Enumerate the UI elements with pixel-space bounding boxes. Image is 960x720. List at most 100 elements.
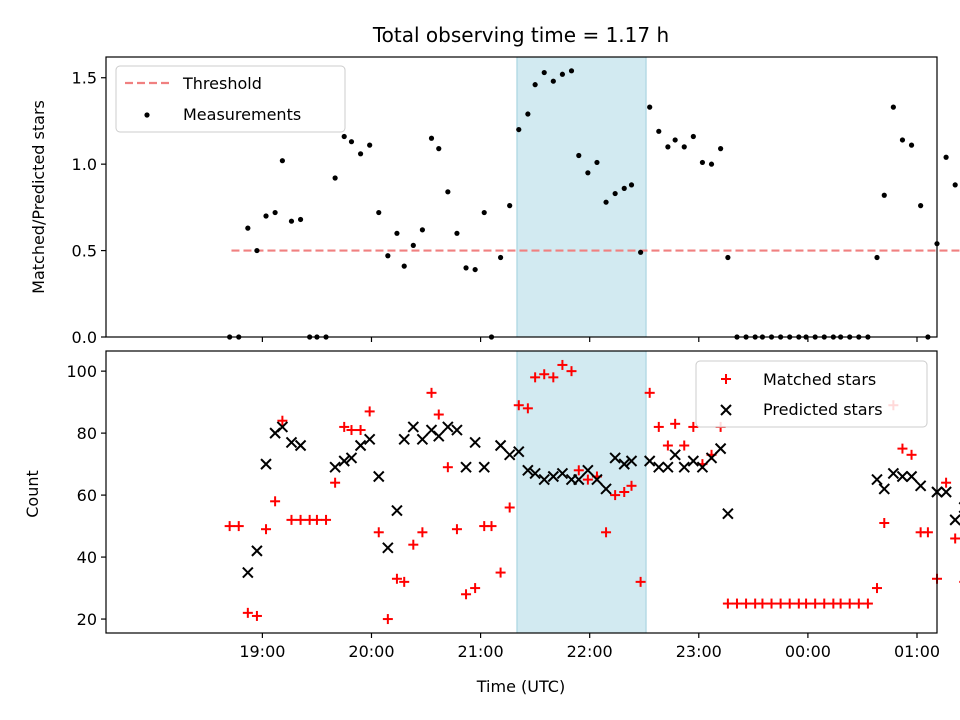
predicted-star-point [433, 430, 445, 442]
measurement-point [681, 144, 687, 150]
measurement-point [943, 154, 949, 160]
predicted-star-point [416, 433, 429, 446]
predicted-star-point [354, 439, 367, 452]
measurement-point [394, 230, 400, 236]
predicted-star-point [513, 446, 525, 458]
legend-box [115, 65, 346, 133]
matched-star-point [566, 366, 577, 377]
matched-star-point [399, 576, 410, 587]
measurement-point [332, 175, 338, 181]
predicted-star-point [714, 442, 727, 455]
measurement-point [436, 146, 442, 152]
x-tick-label: 20:00 [348, 642, 394, 661]
predicted-star-point [618, 458, 630, 470]
predicted-star-point [600, 483, 612, 495]
measurement-point [516, 126, 522, 133]
bottom-axes-frame [105, 350, 938, 634]
matched-star-point [433, 409, 444, 420]
bottom-y-ticks: 20 40 60 80 100 [66, 362, 106, 629]
measurement-point [881, 192, 887, 198]
matched-star-point [853, 598, 864, 609]
matched-star-point [582, 474, 593, 485]
measurement-point [672, 137, 678, 143]
y-tick-label: 100 [66, 362, 97, 381]
measurement-point [428, 135, 435, 141]
predicted-star-point [242, 566, 254, 579]
matched-star-point [391, 573, 402, 584]
predicted-star-point [494, 439, 507, 452]
measurement-point [401, 263, 407, 269]
bottom-x-ticks: 19:00 20:00 21:00 22:00 23:00 00:00 01:00 [239, 633, 940, 661]
measurement-point [254, 247, 260, 254]
measurement-point [507, 203, 513, 209]
predicted-star-point [878, 483, 890, 495]
predicted-star-point [522, 464, 534, 477]
matched-star-point [522, 403, 533, 414]
matched-star-point [635, 576, 646, 587]
predicted-star-point [460, 461, 472, 473]
measurement-point [603, 199, 609, 205]
x-tick-label: 00:00 [785, 642, 831, 661]
matched-star-point [242, 607, 253, 618]
matched-star-point [311, 514, 322, 525]
predicted-star-point [914, 480, 927, 492]
matched-star-point [679, 440, 690, 451]
measurement-point [532, 82, 538, 88]
x-axis-label: Time (UTC) [476, 677, 565, 696]
predicted-star-point [345, 452, 358, 464]
measurement-point [497, 254, 504, 261]
matched-star-point [486, 521, 497, 532]
matched-star-point [504, 502, 515, 513]
top-shaded-region [516, 56, 647, 338]
top-y-axis-label: Matched/Predicted stars [29, 100, 48, 294]
predicted-star-point [391, 504, 403, 517]
measurement-point [708, 161, 715, 167]
predicted-star-point [696, 461, 709, 473]
matched-star-point [819, 598, 830, 609]
measurement-point [550, 78, 556, 84]
matched-star-point [670, 418, 681, 429]
matched-star-point [495, 567, 506, 578]
measurement-points [227, 68, 958, 340]
predicted-star-point [678, 461, 690, 473]
matched-star-point [408, 539, 419, 550]
measurement-point [454, 230, 460, 236]
measurement-point [576, 152, 582, 159]
matched-star-point [775, 598, 786, 609]
measurement-point [481, 209, 487, 216]
predicted-star-point [260, 458, 272, 470]
x-tick-label: 19:00 [239, 642, 285, 661]
matched-star-point [261, 524, 272, 535]
predicted-star-point [591, 473, 603, 486]
predicted-stars-points [242, 421, 960, 579]
measurement-point [890, 104, 896, 110]
matched-star-point [548, 372, 559, 383]
predicted-star-point [896, 470, 909, 483]
predicted-star-point [529, 467, 541, 480]
measurement-point [541, 69, 547, 76]
predicted-star-point [625, 455, 638, 467]
bottom-panel: 20 40 60 80 100 19:00 20:00 21:00 22:00 23:00 00:… [23, 350, 960, 696]
matched-star-point [662, 440, 673, 451]
matched-star-point [295, 514, 306, 525]
predicted-star-point [669, 449, 681, 461]
matched-star-point [451, 524, 462, 535]
matched-star-point [557, 359, 568, 370]
matched-star-point [601, 527, 612, 538]
matched-star-point [330, 477, 341, 488]
measurement-point [279, 158, 285, 164]
matched-star-point [251, 610, 262, 621]
measurement-point [594, 159, 600, 166]
matched-star-point [573, 465, 584, 476]
predicted-star-point [285, 436, 298, 449]
measurement-point [718, 146, 724, 152]
y-tick-label: 0.0 [72, 328, 97, 347]
measurement-point [952, 182, 958, 188]
predicted-star-point [478, 461, 490, 473]
matched-star-point [382, 614, 393, 625]
matched-star-point [810, 598, 821, 609]
matched-star-point [844, 598, 855, 609]
matched-star-point [897, 443, 908, 454]
predicted-star-point [382, 542, 394, 554]
